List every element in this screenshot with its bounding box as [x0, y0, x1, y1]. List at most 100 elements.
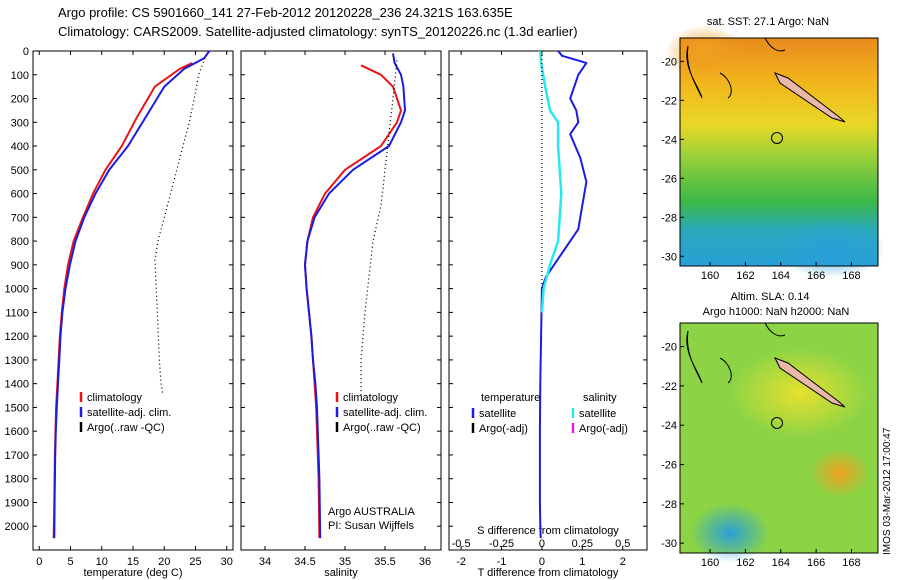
map-frame — [679, 37, 879, 267]
y-tick-label: 1400 — [5, 379, 29, 391]
map-y-tick-label: -20 — [661, 342, 677, 354]
series-line-temperature-satellite — [538, 50, 588, 539]
y-tick-label: 700 — [11, 212, 29, 224]
sla-peak — [810, 448, 870, 498]
sla-low — [690, 503, 770, 563]
map-x-tick-label: 162 — [736, 557, 754, 569]
y-tick-label: 1000 — [5, 284, 29, 296]
y-tick-label: 1600 — [5, 426, 29, 438]
x-tick-label: -1 — [497, 556, 507, 568]
sst-map: 160 162 164 166 168 -20 -22 -24 -26 -28 -30 — [661, 25, 885, 282]
x2-tick-label: 0.25 — [572, 538, 593, 550]
map-y-tick-label: -26 — [661, 460, 677, 472]
coastline-contour — [764, 322, 786, 337]
y-tick-label: 300 — [11, 117, 29, 129]
map-x-tick-label: 160 — [701, 270, 719, 282]
series-line-climatology — [52, 61, 193, 539]
profile-title: Argo profile: CS 5901660_141 27-Feb-2012… — [58, 5, 513, 20]
y-tick-label: 200 — [11, 94, 29, 106]
x2-tick-label: 0 — [539, 538, 545, 550]
map-y-tick-label: -30 — [661, 251, 677, 263]
y-tick-label: 600 — [11, 189, 29, 201]
x2-axis-label: S difference from climatology — [477, 525, 619, 537]
coastline-contour — [719, 72, 732, 99]
map-y-tick-label: -24 — [661, 134, 677, 146]
x-tick-label: 36 — [419, 556, 431, 568]
profile-panel-3: -2 -1 0 1 2T difference from climatology -0.5… — [448, 50, 648, 579]
legend-label: satellite-adj. clim. — [343, 407, 427, 419]
cool-patch — [775, 218, 885, 278]
coastline-contour — [764, 37, 786, 52]
x2-tick-label: 0.5 — [615, 538, 630, 550]
coastline-contour — [686, 330, 703, 384]
argo-location-marker — [771, 132, 783, 144]
map-x-tick-label: 164 — [772, 270, 790, 282]
map-y-tick-label: -20 — [661, 56, 677, 68]
y-tick-label: 400 — [11, 141, 29, 153]
map-y-tick-label: -24 — [661, 420, 677, 432]
sst-map-title: sat. SST: 27.1 Argo: NaN — [707, 16, 829, 28]
x-tick-label: 1 — [579, 556, 585, 568]
x-axis-label: T difference from climatology — [478, 567, 619, 579]
plot-frame — [448, 50, 648, 551]
x-tick-label: 0 — [36, 556, 42, 568]
y-tick-label: 900 — [11, 260, 29, 272]
map-x-tick-label: 168 — [842, 557, 860, 569]
warm-patch — [665, 25, 745, 81]
map-x-tick-label: 166 — [807, 557, 825, 569]
y-tick-label: 1700 — [5, 450, 29, 462]
x-tick-label: 35 — [339, 556, 351, 568]
x2-tick-label: -0.5 — [452, 538, 471, 550]
y-tick-label: 1100 — [5, 307, 29, 319]
y-tick-label: 1900 — [5, 497, 29, 509]
map-y-tick-label: -28 — [661, 212, 677, 224]
x-tick-label: 30 — [221, 556, 233, 568]
sla-map: 160 162 164 166 168 -20 -22 -24 -26 -28 -30 — [661, 322, 879, 569]
x-tick-label: 34 — [259, 556, 271, 568]
map-x-tick-label: 168 — [842, 270, 860, 282]
y-tick-label: 100 — [11, 70, 29, 82]
map-y-tick-label: -22 — [661, 381, 677, 393]
coastline-contour — [686, 45, 703, 99]
plot-frame — [240, 50, 442, 551]
x-tick-label: 20 — [158, 556, 170, 568]
legend-label: Argo(..raw -QC) — [343, 422, 421, 434]
x-tick-label: 34.5 — [294, 556, 315, 568]
y-tick-label: 500 — [11, 165, 29, 177]
legend-label: climatology — [87, 392, 143, 404]
sla-map-title: Altim. SLA: 0.14 — [731, 291, 810, 303]
x-tick-label: 0 — [539, 556, 545, 568]
series-line-satellite-adj-clim — [304, 53, 406, 539]
map-y-tick-label: -26 — [661, 173, 677, 185]
map-y-tick-label: -30 — [661, 538, 677, 550]
x-axis-label: temperature (deg C) — [83, 567, 182, 579]
x-tick-label: 10 — [96, 556, 108, 568]
profile-panel-1: 0100200300400500600700800900100011001200… — [5, 46, 234, 579]
y-tick-label: 1300 — [5, 355, 29, 367]
x-tick-label: -2 — [456, 556, 466, 568]
annotation-text: Argo AUSTRALIA — [328, 506, 415, 518]
y-tick-label: 2000 — [5, 521, 29, 533]
series-line-argo-raw-qc — [154, 57, 206, 396]
map-y-tick-label: -22 — [661, 95, 677, 107]
map-y-tick-label: -28 — [661, 499, 677, 511]
legend-label: satellite-adj. clim. — [87, 407, 171, 419]
x-tick-label: 35.5 — [374, 556, 395, 568]
map-x-tick-label: 162 — [736, 270, 754, 282]
island-landmass — [773, 357, 846, 408]
y-tick-label: 800 — [11, 236, 29, 248]
x2-tick-label: -0.25 — [489, 538, 514, 550]
x-tick-label: 25 — [189, 556, 201, 568]
legend-header: salinity — [583, 392, 617, 404]
legend-label: Argo(-adj) — [479, 423, 528, 435]
legend-label: Argo(-adj) — [579, 423, 628, 435]
x-tick-label: 2 — [620, 556, 626, 568]
y-tick-label: 1500 — [5, 402, 29, 414]
legend-label: climatology — [343, 392, 399, 404]
x-axis-label: salinity — [324, 567, 358, 579]
map-x-tick-label: 166 — [807, 270, 825, 282]
series-line-satellite-adj-clim — [53, 50, 211, 539]
coastline-contour — [719, 357, 732, 384]
sla-map-subtitle: Argo h1000: NaN h2000: NaN — [703, 306, 850, 318]
